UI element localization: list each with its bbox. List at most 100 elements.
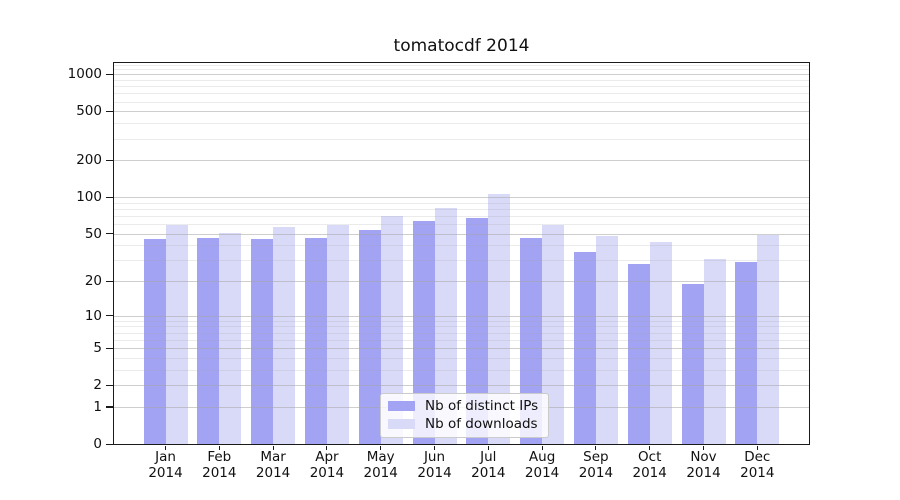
bar-may-distinct-ips (358, 229, 381, 444)
bar-jul-downloads (488, 194, 511, 444)
x-tick-mark-jun (433, 445, 436, 450)
gridline-minor-300 (114, 138, 809, 140)
x-tick-month: Sep (583, 449, 609, 465)
x-tick-year: 2014 (632, 464, 667, 481)
y-tick-label-50: 50 (84, 225, 102, 242)
x-tick-year: 2014 (309, 464, 345, 481)
x-tick-mark-aug (541, 445, 543, 450)
legend-swatch-distinct-ips (388, 401, 415, 411)
x-tick-month: Jan (155, 449, 176, 465)
x-tick-month: May (366, 449, 395, 465)
gridline-major-50 (114, 233, 809, 235)
y-tick-label-10: 10 (84, 307, 102, 324)
y-tick-label-20: 20 (84, 273, 102, 290)
x-tick-mark-mar (272, 445, 274, 450)
bar-may-downloads (380, 215, 403, 444)
legend-label-distinct-ips: Nb of distinct IPs (425, 398, 539, 414)
y-tick-mark-2 (106, 384, 113, 386)
bar-nov-downloads (703, 258, 726, 444)
gridline-minor-400 (114, 123, 809, 125)
gridline-major-10 (114, 315, 809, 317)
x-tick-mark-jul (487, 445, 489, 450)
x-tick-mark-nov (702, 445, 705, 450)
bar-feb-downloads (219, 232, 242, 444)
x-tick-label-oct: Oct 2014 (622, 449, 678, 481)
bar-mar-downloads (273, 226, 296, 444)
bars-layer (114, 63, 809, 444)
x-tick-mark-sep (595, 445, 597, 450)
gridline-minor-80 (114, 208, 809, 210)
x-tick-label-jan: Jan 2014 (138, 449, 194, 481)
gridline-minor-6 (114, 339, 809, 341)
x-tick-label-jul: Jul 2014 (460, 449, 516, 481)
x-tick-year: 2014 (363, 464, 398, 481)
y-tick-label-1: 1 (93, 398, 102, 415)
x-tick-label-sep: Sep 2014 (568, 449, 624, 481)
bar-apr-downloads (326, 224, 349, 444)
bar-dec-distinct-ips (735, 262, 758, 444)
x-tick-month: Jun (423, 449, 446, 465)
gridline-major-2 (114, 385, 809, 387)
gridline-major-100 (114, 197, 809, 199)
x-tick-month: Jul (480, 449, 497, 465)
gridline-minor-800 (114, 86, 809, 88)
legend-swatch-downloads (388, 419, 415, 429)
x-tick-label-may: May 2014 (353, 449, 409, 481)
bar-jul-distinct-ips (466, 218, 489, 444)
gridline-minor-1100 (114, 69, 809, 71)
bar-aug-downloads (542, 224, 565, 444)
gridline-minor-7 (114, 332, 809, 334)
gridline-minor-3 (114, 369, 809, 371)
x-tick-mark-jan (164, 445, 167, 450)
y-tick-label-200: 200 (76, 152, 102, 169)
bar-apr-distinct-ips (304, 237, 327, 444)
y-tick-mark-50 (106, 233, 113, 235)
x-tick-label-mar: Mar 2014 (245, 449, 301, 481)
y-tick-mark-20 (106, 280, 113, 282)
y-tick-mark-1 (106, 406, 113, 408)
gridline-minor-4 (114, 357, 809, 359)
x-tick-label-apr: Apr 2014 (299, 449, 355, 481)
grid-layer (114, 63, 809, 444)
y-tick-mark-0 (106, 443, 113, 445)
gridline-major-5 (114, 348, 809, 350)
bar-oct-distinct-ips (627, 263, 650, 444)
gridline-minor-70 (114, 215, 809, 217)
bar-dec-downloads (757, 234, 780, 444)
y-tick-mark-1000 (106, 73, 113, 76)
bar-mar-distinct-ips (251, 239, 274, 444)
y-tick-label-1000: 1000 (67, 66, 102, 83)
gridline-minor-600 (114, 101, 809, 103)
bar-aug-distinct-ips (520, 237, 543, 444)
y-tick-label-2: 2 (93, 377, 102, 394)
x-tick-label-feb: Feb 2014 (191, 449, 247, 481)
legend: Nb of distinct IPs Nb of downloads (380, 393, 550, 438)
y-tick-mark-10 (106, 315, 113, 317)
legend-item-downloads: Nb of downloads (388, 415, 538, 433)
x-tick-mark-oct (649, 445, 651, 450)
bar-jan-downloads (165, 224, 188, 444)
x-tick-month: Dec (744, 449, 771, 465)
x-tick-mark-may (380, 445, 382, 450)
gridline-minor-700 (114, 93, 809, 95)
plot-area (113, 62, 810, 445)
x-tick-label-aug: Aug 2014 (514, 449, 570, 481)
x-tick-year: 2014 (578, 464, 614, 481)
gridline-major-500 (114, 111, 809, 113)
bar-jun-distinct-ips (412, 220, 435, 444)
gridline-major-200 (114, 160, 809, 162)
x-tick-mark-apr (326, 445, 328, 450)
gridline-minor-900 (114, 79, 809, 81)
bar-sep-distinct-ips (573, 252, 596, 444)
gridline-minor-90 (114, 202, 809, 204)
y-tick-mark-5 (106, 347, 113, 349)
x-tick-month: Apr (315, 449, 339, 465)
gridline-minor-60 (114, 224, 809, 226)
x-tick-year: 2014 (471, 464, 506, 481)
legend-item-distinct-ips: Nb of distinct IPs (388, 397, 538, 415)
x-tick-month: Oct (638, 449, 662, 465)
x-tick-year: 2014 (686, 464, 721, 481)
x-tick-year: 2014 (148, 464, 183, 481)
y-tick-label-500: 500 (76, 103, 102, 120)
